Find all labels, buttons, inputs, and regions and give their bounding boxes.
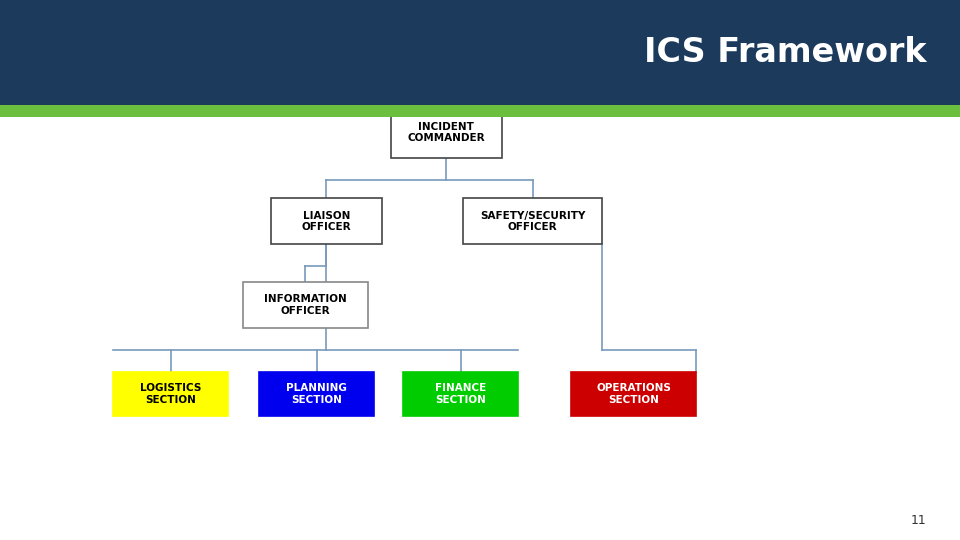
Text: 11: 11 [911, 514, 926, 526]
FancyBboxPatch shape [571, 372, 696, 416]
FancyBboxPatch shape [392, 106, 502, 158]
FancyBboxPatch shape [272, 199, 382, 244]
FancyBboxPatch shape [0, 105, 960, 117]
Text: PLANNING
SECTION: PLANNING SECTION [286, 383, 348, 405]
FancyBboxPatch shape [259, 372, 374, 416]
Text: INFORMATION
OFFICER: INFORMATION OFFICER [264, 294, 347, 316]
FancyBboxPatch shape [243, 282, 368, 328]
Text: LOGISTICS
SECTION: LOGISTICS SECTION [140, 383, 202, 405]
Text: FINANCE
SECTION: FINANCE SECTION [435, 383, 487, 405]
Text: OPERATIONS
SECTION: OPERATIONS SECTION [596, 383, 671, 405]
FancyBboxPatch shape [113, 372, 228, 416]
Text: SAFETY/SECURITY
OFFICER: SAFETY/SECURITY OFFICER [480, 211, 586, 232]
FancyBboxPatch shape [0, 0, 960, 105]
FancyBboxPatch shape [464, 199, 603, 244]
FancyBboxPatch shape [403, 372, 518, 416]
Text: LIAISON
OFFICER: LIAISON OFFICER [301, 211, 351, 232]
Text: ICS Framework: ICS Framework [644, 36, 926, 69]
Text: INCIDENT
COMMANDER: INCIDENT COMMANDER [408, 122, 485, 143]
